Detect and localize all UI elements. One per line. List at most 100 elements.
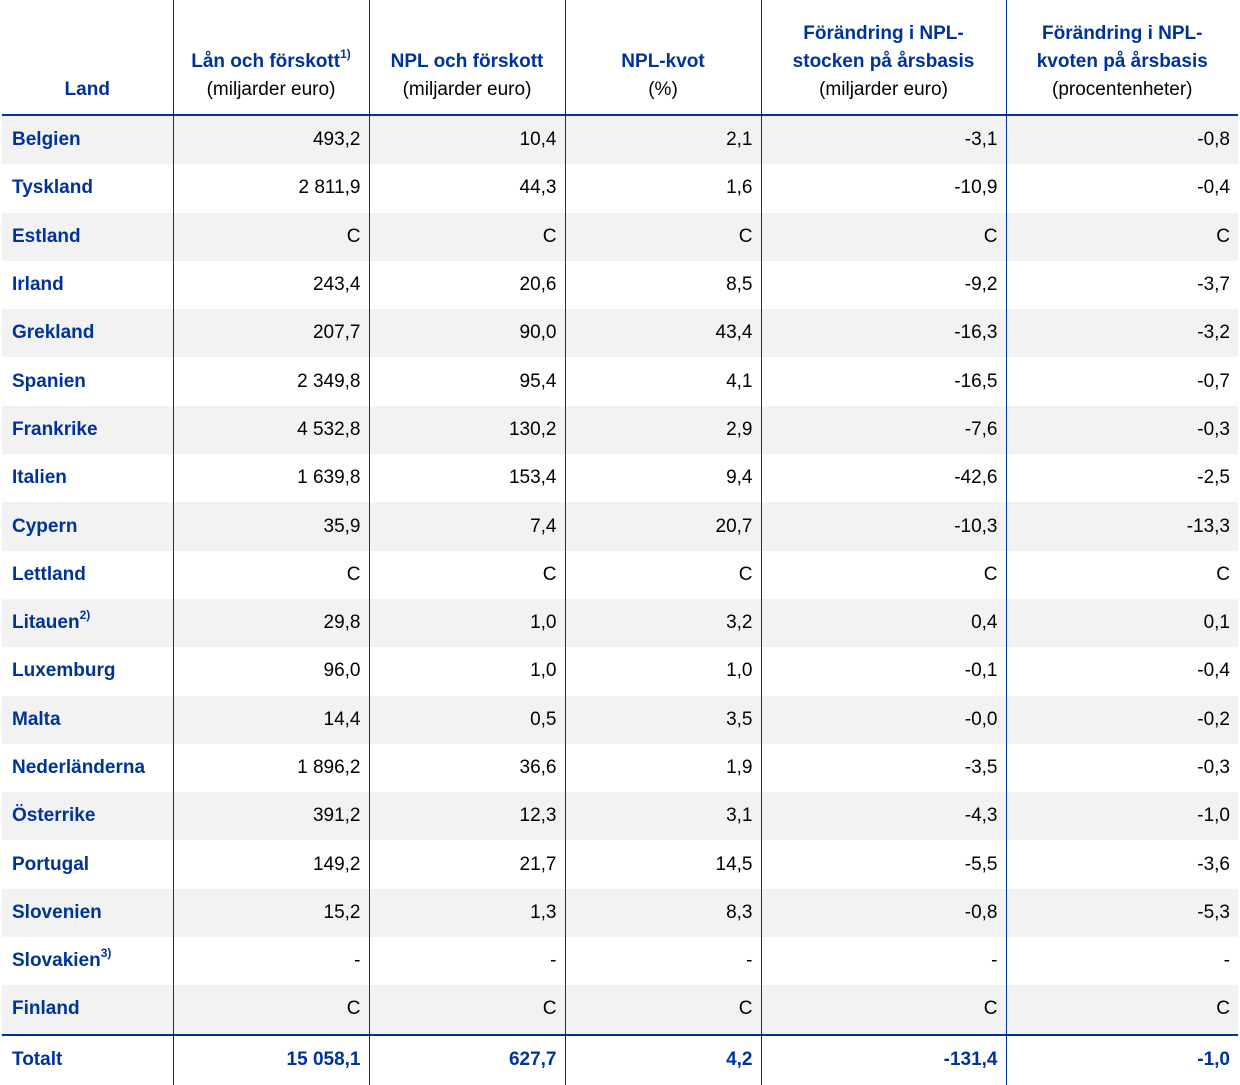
ratio-cell: 1,6 [564,164,761,213]
header-ratio: NPL-kvot (%) [564,0,761,116]
stock-change-cell: -16,5 [760,357,1006,406]
ratio-change-cell: -3,2 [1005,309,1238,358]
loans-cell: - [172,937,369,986]
country-name: Portugal [12,853,90,875]
header-ratio-change-unit: (procentenheter) [1052,79,1193,100]
ratio-change-cell: -1,0 [1005,792,1238,841]
header-land: Land [2,0,173,116]
table-row: Litauen2) 29,8 1,0 3,2 0,4 0,1 [2,598,1238,648]
total-ratio-change: -1,0 [1005,1033,1238,1085]
ratio-change-cell: -5,3 [1005,888,1238,938]
table-row: Belgien 493,2 10,4 2,1 -3,1 -0,8 [2,115,1238,165]
stock-change-cell: -42,6 [760,454,1006,503]
loans-cell: 493,2 [172,115,369,165]
loans-cell: 1 896,2 [172,743,369,793]
loans-cell: C [172,550,369,599]
header-ratio-change: Förändring i NPL-kvoten på årsbasis (pro… [1005,0,1238,116]
country-name: Belgien [12,129,81,151]
npl-cell: 44,3 [368,164,565,213]
npl-cell: 0,5 [368,695,565,744]
ratio-cell: 8,3 [564,888,761,938]
total-row: Totalt 15 058,1 627,7 4,2 -131,4 -1,0 [2,1033,1238,1085]
npl-cell: 153,4 [368,454,565,503]
ratio-cell: 1,9 [564,743,761,793]
stock-change-cell: 0,4 [760,598,1006,648]
ratio-cell: C [564,212,761,261]
npl-cell: 10,4 [368,115,565,165]
total-stock-change: -131,4 [760,1033,1006,1085]
country-cell: Estland [2,212,173,261]
npl-cell: 95,4 [368,357,565,406]
ratio-cell: 2,1 [564,115,761,165]
ratio-cell: 1,0 [564,647,761,696]
ratio-cell: 20,7 [564,502,761,551]
table-row: Irland 243,4 20,6 8,5 -9,2 -3,7 [2,260,1238,310]
loans-cell: 15,2 [172,888,369,938]
total-loans: 15 058,1 [172,1033,369,1085]
table-row: Malta 14,4 0,5 3,5 -0,0 -0,2 [2,695,1238,744]
header-npl-title: NPL och förskott [390,51,544,72]
ratio-cell: 9,4 [564,454,761,503]
country-name: Irland [12,274,64,296]
npl-cell: 12,3 [368,792,565,841]
ratio-change-cell: 0,1 [1005,598,1238,648]
ratio-change-cell: C [1005,212,1238,261]
header-npl: NPL och förskott (miljarder euro) [368,0,565,116]
country-footnote: 3) [100,945,112,960]
country-footnote: 2) [79,607,91,622]
ratio-cell: 3,2 [564,598,761,648]
stock-change-cell: -9,2 [760,260,1006,310]
country-name: Tyskland [12,177,93,199]
ratio-cell: 43,4 [564,309,761,358]
ratio-cell: C [564,985,761,1035]
table-row: Tyskland 2 811,9 44,3 1,6 -10,9 -0,4 [2,164,1238,213]
ratio-cell: 8,5 [564,260,761,310]
loans-cell: 96,0 [172,647,369,696]
stock-change-cell: -3,1 [760,115,1006,165]
header-ratio-title: NPL-kvot [621,51,705,72]
country-cell: Portugal [2,840,173,889]
ratio-change-cell: -13,3 [1005,502,1238,551]
table-row: Lettland C C C C C [2,550,1238,599]
stock-change-cell: - [760,937,1006,986]
header-stock-change-title: Förändring i NPL-stocken på årsbasis [792,23,975,72]
country-cell: Grekland [2,309,173,358]
loans-cell: 243,4 [172,260,369,310]
stock-change-cell: -10,9 [760,164,1006,213]
stock-change-cell: -0,1 [760,647,1006,696]
npl-cell: C [368,212,565,261]
header-row: Land Lån och förskott1) (miljarder euro)… [2,0,1238,116]
ratio-change-cell: -3,6 [1005,840,1238,889]
country-name: Malta [12,708,61,730]
loans-cell: C [172,985,369,1035]
table-row: Slovakien3) - - - - - [2,937,1238,986]
country-cell: Malta [2,695,173,744]
table-row: Österrike 391,2 12,3 3,1 -4,3 -1,0 [2,792,1238,841]
ratio-cell: C [564,550,761,599]
total-ratio: 4,2 [564,1033,761,1085]
loans-cell: 149,2 [172,840,369,889]
loans-cell: 207,7 [172,309,369,358]
ratio-cell: - [564,937,761,986]
country-cell: Österrike [2,792,173,841]
npl-cell: 21,7 [368,840,565,889]
stock-change-cell: -10,3 [760,502,1006,551]
stock-change-cell: -16,3 [760,309,1006,358]
npl-cell: 20,6 [368,260,565,310]
table-row: Luxemburg 96,0 1,0 1,0 -0,1 -0,4 [2,647,1238,696]
country-cell: Luxemburg [2,647,173,696]
ratio-change-cell: -0,3 [1005,405,1238,455]
country-name: Grekland [12,322,95,344]
table-row: Spanien 2 349,8 95,4 4,1 -16,5 -0,7 [2,357,1238,406]
ratio-change-cell: C [1005,550,1238,599]
country-name: Litauen [12,612,80,634]
loans-cell: 4 532,8 [172,405,369,455]
ratio-change-cell: -3,7 [1005,260,1238,310]
country-cell: Lettland [2,550,173,599]
header-stock-change: Förändring i NPL-stocken på årsbasis (mi… [760,0,1006,116]
country-cell: Slovenien [2,888,173,938]
loans-cell: 2 349,8 [172,357,369,406]
table-row: Finland C C C C C [2,985,1238,1035]
stock-change-cell: C [760,985,1006,1035]
